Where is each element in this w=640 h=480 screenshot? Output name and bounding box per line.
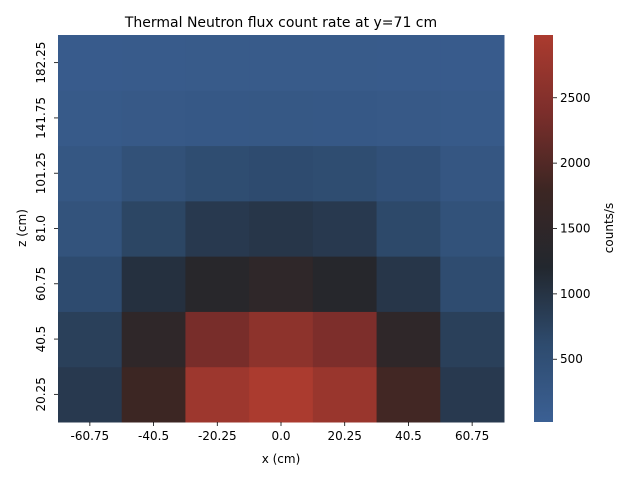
heatmap-cell xyxy=(121,145,186,202)
heatmap-cell xyxy=(440,366,505,423)
heatmap-cell xyxy=(376,366,441,423)
colorbar-tick-label: 1500 xyxy=(560,222,591,236)
heatmap-cell xyxy=(121,256,186,312)
colorbar-gradient xyxy=(534,35,553,422)
heatmap-cell xyxy=(121,311,186,368)
chart-title: Thermal Neutron flux count rate at y=71 … xyxy=(124,15,437,31)
heatmap-cell xyxy=(249,256,314,312)
heatmap-cell xyxy=(376,90,441,147)
heatmap-cell xyxy=(185,145,250,202)
x-axis: -60.75 -40.5 -20.25 0.0 20.25 40.5 60.75 xyxy=(71,422,489,443)
y-axis: 20.25 40.5 60.75 81.0 101.25 141.75 182.25 xyxy=(34,42,58,412)
heatmap-cell xyxy=(121,35,186,91)
x-axis-label: x (cm) xyxy=(262,452,301,466)
heatmap-cell xyxy=(58,311,123,368)
colorbar-tick-label: 1000 xyxy=(560,287,591,301)
heatmap-cell xyxy=(185,200,250,257)
y-tick-label: 81.0 xyxy=(34,215,48,242)
heatmap-cell xyxy=(58,200,123,257)
colorbar-tick-label: 2500 xyxy=(560,91,591,105)
heatmap-cell xyxy=(185,35,250,91)
heatmap-cell xyxy=(312,256,378,312)
x-tick-label: 20.25 xyxy=(328,429,362,443)
colorbar-tick-label: 500 xyxy=(560,352,583,366)
x-tick-label: 40.5 xyxy=(395,429,422,443)
heatmap-cell xyxy=(312,311,378,368)
x-tick-label: -60.75 xyxy=(71,429,110,443)
heatmap-cell xyxy=(185,311,250,368)
heatmap-cell xyxy=(58,256,123,312)
heatmap-cell xyxy=(121,366,186,423)
heatmap-cell xyxy=(376,35,441,91)
heatmap-cell xyxy=(440,311,505,368)
heatmap-cell xyxy=(249,145,314,202)
y-axis-label: z (cm) xyxy=(15,209,29,247)
y-tick-label: 40.5 xyxy=(34,326,48,353)
y-tick-label: 101.25 xyxy=(34,152,48,194)
heatmap-cell xyxy=(440,90,505,147)
x-tick-label: 60.75 xyxy=(455,429,489,443)
heatmap-cell xyxy=(312,35,378,91)
heatmap-cell xyxy=(376,200,441,257)
heatmap-cell xyxy=(185,90,250,147)
heatmap-cell xyxy=(58,366,123,423)
x-tick-label: -40.5 xyxy=(138,429,169,443)
heatmap-cell xyxy=(312,200,378,257)
heatmap-cell xyxy=(121,90,186,147)
heatmap-cell xyxy=(185,256,250,312)
heatmap-cell xyxy=(249,311,314,368)
x-tick-label: -20.25 xyxy=(198,429,237,443)
y-tick-label: 141.75 xyxy=(34,97,48,139)
heatmap-cell xyxy=(185,366,250,423)
heatmap-cell xyxy=(312,145,378,202)
heatmap-cell xyxy=(58,90,123,147)
y-tick-label: 60.75 xyxy=(34,267,48,301)
heatmap-cell xyxy=(376,145,441,202)
colorbar-tick-label: 2000 xyxy=(560,156,591,170)
y-tick-label: 182.25 xyxy=(34,42,48,84)
heatmap-cell xyxy=(440,145,505,202)
colorbar-label: counts/s xyxy=(602,203,616,253)
y-tick-label: 20.25 xyxy=(34,377,48,411)
heatmap-cell xyxy=(312,366,378,423)
heatmap-cell xyxy=(249,90,314,147)
heatmap-cell xyxy=(249,35,314,91)
heatmap-cell xyxy=(249,200,314,257)
heatmap-cell xyxy=(121,200,186,257)
heatmap-cell xyxy=(440,256,505,312)
heatmap-cell xyxy=(312,90,378,147)
heatmap-cell xyxy=(58,35,123,91)
heatmap-cell xyxy=(249,366,314,423)
heatmap-cells xyxy=(58,35,505,423)
heatmap-cell xyxy=(440,200,505,257)
heatmap-cell xyxy=(376,256,441,312)
heatmap-cell xyxy=(58,145,123,202)
heatmap-cell xyxy=(376,311,441,368)
heatmap-cell xyxy=(440,35,505,91)
x-tick-label: 0.0 xyxy=(271,429,290,443)
colorbar: 500 1000 1500 2000 2500 xyxy=(534,35,591,422)
